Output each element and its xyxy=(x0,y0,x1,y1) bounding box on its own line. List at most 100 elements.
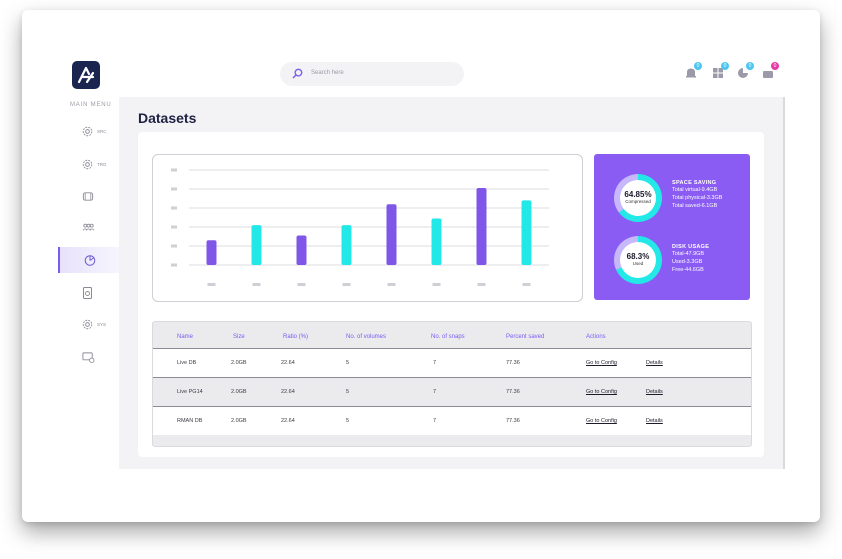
logo-icon xyxy=(77,66,95,84)
bar xyxy=(386,204,397,265)
gear-icon xyxy=(82,159,93,170)
disk-usage-line: Free-44.6GB xyxy=(672,267,704,273)
table-row[interactable]: Live DB 2.0GB 22.64 5 7 77.36 Go to Conf… xyxy=(153,349,751,377)
disk-usage-line: Used-3.3GB xyxy=(672,259,703,265)
bar xyxy=(296,235,307,265)
cell-ratio: 22.64 xyxy=(281,389,295,395)
apps-button[interactable]: 0 xyxy=(711,62,729,82)
bar xyxy=(431,218,442,265)
sidebar-item-reports[interactable] xyxy=(58,280,118,306)
column-header[interactable]: No. of snaps xyxy=(431,334,465,340)
space-saving-info: SPACE SAVING Total virtual-9.4GB Total p… xyxy=(672,180,722,210)
column-header[interactable]: Size xyxy=(233,334,245,340)
x-tick-label xyxy=(207,283,216,286)
go-to-config-link[interactable]: Go to Config xyxy=(586,389,617,395)
chart-svg xyxy=(171,168,549,286)
cell-saved: 77.36 xyxy=(506,360,520,366)
analytics-badge: 0 xyxy=(746,62,754,70)
go-to-config-link[interactable]: Go to Config xyxy=(586,418,617,424)
sidebar-item-sys[interactable]: SYS xyxy=(58,312,118,338)
profile-badge: 0 xyxy=(771,62,779,70)
analytics-button[interactable]: 0 xyxy=(736,62,754,82)
y-tick-label xyxy=(171,263,177,267)
cell-saved: 77.36 xyxy=(506,389,520,395)
cell-ratio: 22.64 xyxy=(281,418,295,424)
storage-icon xyxy=(82,192,94,201)
y-tick-label xyxy=(171,206,177,210)
cell-snaps: 7 xyxy=(433,360,437,366)
sidebar-item-datasets[interactable] xyxy=(58,247,120,273)
x-tick-label xyxy=(432,283,441,286)
row-divider xyxy=(153,406,751,407)
stats-panel: 64.85% Compressed SPACE SAVING Total vir… xyxy=(594,154,750,300)
table-row[interactable]: RMAN DB 2.0GB 22.64 5 7 77.36 Go to Conf… xyxy=(153,407,751,435)
cell-name: Live PG14 xyxy=(177,389,203,395)
gear-icon xyxy=(82,319,93,330)
details-link[interactable]: Details xyxy=(646,389,663,395)
cell-size: 2.0GB xyxy=(231,389,247,395)
sidebar-item-label: SRC xyxy=(97,129,107,134)
notification-bell-button[interactable]: 0 xyxy=(684,62,702,82)
space-saving-line: Total physical-3.3GB xyxy=(672,195,723,201)
dataset-icon xyxy=(84,255,96,266)
column-header[interactable]: Ratio (%) xyxy=(283,334,309,340)
report-icon xyxy=(83,287,92,299)
sidebar-item-monitor[interactable] xyxy=(58,345,118,371)
table-header: Name Size Ratio (%) No. of volumes No. o… xyxy=(153,322,751,349)
monitor-settings-icon xyxy=(82,352,95,363)
column-header[interactable]: No. of volumes xyxy=(346,334,387,340)
y-tick-label xyxy=(171,187,177,191)
column-header[interactable]: Actions xyxy=(586,334,606,340)
column-header[interactable]: Name xyxy=(177,334,194,340)
cell-snaps: 7 xyxy=(433,389,437,395)
details-link[interactable]: Details xyxy=(646,418,663,424)
bar xyxy=(521,200,532,265)
space-saving-percent: 64.85% xyxy=(624,190,652,199)
go-to-config-link[interactable]: Go to Config xyxy=(586,360,617,366)
bar-chart xyxy=(152,154,583,302)
disk-usage-line: Total-47.9GB xyxy=(672,251,705,257)
x-tick-label xyxy=(522,283,531,286)
users-icon xyxy=(82,223,95,231)
column-header[interactable]: Percent saved xyxy=(506,334,545,340)
cell-size: 2.0GB xyxy=(231,418,247,424)
cell-name: RMAN DB xyxy=(177,418,203,424)
space-saving-line: Total saved-6.1GB xyxy=(672,203,718,209)
row-divider xyxy=(153,377,751,378)
bell-badge: 0 xyxy=(694,62,702,70)
cell-name: Live DB xyxy=(177,360,197,366)
search-input[interactable]: Search here xyxy=(311,70,344,76)
sidebar-item-trg[interactable]: TRG xyxy=(58,152,118,178)
bar xyxy=(251,225,262,265)
space-saving-title: SPACE SAVING xyxy=(672,180,717,186)
y-tick-label xyxy=(171,225,177,229)
content-scrollbar[interactable] xyxy=(783,97,785,469)
sidebar-item-src[interactable]: SRC xyxy=(58,119,118,145)
sidebar-item-users[interactable] xyxy=(58,215,118,241)
sidebar-item-label: TRG xyxy=(97,162,107,167)
grid-icon xyxy=(713,68,723,78)
disk-usage-info: DISK USAGE Total-47.9GB Used-3.3GB Free-… xyxy=(672,244,709,274)
cell-snaps: 7 xyxy=(433,418,437,424)
cell-volumes: 5 xyxy=(346,418,350,424)
bar xyxy=(341,225,352,265)
apps-badge: 0 xyxy=(721,62,729,70)
search-bar[interactable]: Search here xyxy=(280,62,464,86)
page-title: Datasets xyxy=(138,110,197,126)
gear-icon xyxy=(82,126,93,137)
table-row[interactable]: Live PG14 2.0GB 22.64 5 7 77.36 Go to Co… xyxy=(153,378,751,406)
space-saving-line: Total virtual-9.4GB xyxy=(672,187,718,193)
y-tick-label xyxy=(171,168,177,172)
disk-usage-title: DISK USAGE xyxy=(672,244,710,250)
main-menu-title: MAIN MENU xyxy=(70,102,112,108)
profile-button[interactable]: 0 xyxy=(761,62,779,82)
details-link[interactable]: Details xyxy=(646,360,663,366)
x-tick-label xyxy=(387,283,396,286)
space-saving-ring: 64.85% Compressed xyxy=(614,174,662,222)
cell-volumes: 5 xyxy=(346,360,350,366)
app-logo[interactable] xyxy=(72,61,100,89)
chart-icon xyxy=(738,68,748,78)
sidebar-item-label: SYS xyxy=(97,322,107,327)
sidebar-item-storage[interactable] xyxy=(58,184,118,210)
datasets-table: Name Size Ratio (%) No. of volumes No. o… xyxy=(152,321,752,447)
